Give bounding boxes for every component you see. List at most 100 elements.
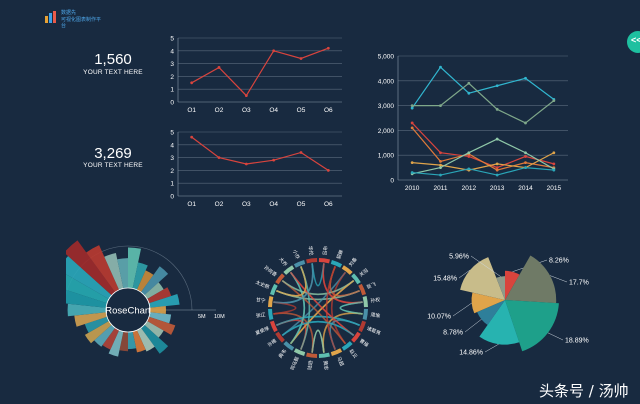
pie-slice xyxy=(505,270,520,300)
chord-label: 刘备 xyxy=(347,256,359,268)
data-point xyxy=(217,66,221,69)
rose-petal xyxy=(148,294,180,308)
data-point xyxy=(326,169,330,172)
x-tick-label: Q1 xyxy=(187,201,196,206)
chord-group-arc xyxy=(358,283,367,296)
rose-petal xyxy=(147,287,172,304)
rose-petal xyxy=(102,327,120,350)
data-point xyxy=(495,168,499,172)
kpi-label-2: YOUR TEXT HERE xyxy=(83,162,143,169)
kpi-label-1: YOUR TEXT HERE xyxy=(83,69,143,76)
chord-group-arc xyxy=(351,331,361,343)
pie-label: 15.48% xyxy=(433,276,457,283)
rose-title: RoseChart xyxy=(105,306,151,317)
y-tick-label: 5 xyxy=(170,36,174,43)
data-point xyxy=(495,107,499,111)
pie-leader-line xyxy=(484,343,499,353)
chord-label: 黄忠 xyxy=(322,360,330,371)
x-tick-label: Q1 xyxy=(187,107,196,112)
rose-petal xyxy=(74,312,108,327)
x-tick-label: 2012 xyxy=(462,185,477,192)
series-line xyxy=(191,136,329,171)
y-tick-label: 4,000 xyxy=(378,78,395,85)
rose-petal xyxy=(140,324,169,354)
chord-label: 吕布 xyxy=(321,245,329,256)
data-point xyxy=(552,99,556,103)
logo-line2: 可视化图表制作平台 xyxy=(61,17,102,29)
data-point xyxy=(467,151,471,155)
nightingale-pie-chart: 8.26% 17.7% 18.89% 14.86% 8.78% 10.07% 15.48% 5… xyxy=(427,254,589,357)
chord-group-arc xyxy=(351,273,361,285)
data-point xyxy=(495,166,499,169)
series-line xyxy=(412,152,555,171)
data-point xyxy=(495,173,499,177)
rose-petal xyxy=(117,258,128,289)
y-tick-label: 2 xyxy=(170,168,174,175)
data-point xyxy=(524,166,527,169)
chord-group-arc xyxy=(362,296,368,308)
data-point xyxy=(217,156,221,159)
pie-label: 5.96% xyxy=(449,254,469,261)
chord-label: 甘宁 xyxy=(256,296,267,304)
pie-leader-line xyxy=(458,269,471,279)
x-tick-label: Q4 xyxy=(269,201,278,206)
chord-group-arc xyxy=(306,258,318,264)
pie-label: 8.26% xyxy=(549,258,569,265)
chord-group-arc xyxy=(318,258,330,264)
pie-slice xyxy=(505,255,557,304)
y-tick-label: 4 xyxy=(170,48,174,55)
rose-petal xyxy=(144,282,164,299)
pie-slice xyxy=(477,300,505,325)
data-point xyxy=(467,81,471,85)
data-point xyxy=(439,173,442,177)
data-point xyxy=(439,160,442,163)
chord-label: 大乔 xyxy=(277,256,289,268)
collapse-panel-button[interactable]: << xyxy=(627,31,640,53)
data-point xyxy=(495,84,499,88)
data-point xyxy=(326,46,330,50)
data-point xyxy=(524,76,527,80)
rose-chart: RoseChart 5M 10M xyxy=(66,240,225,357)
chord-label: 孙尚香 xyxy=(263,264,279,278)
kpi-value-2: 3,269 xyxy=(94,145,132,162)
data-point xyxy=(524,155,527,158)
x-tick-label: 2015 xyxy=(547,185,562,192)
series-line xyxy=(412,82,555,124)
series-line xyxy=(191,47,329,97)
data-point xyxy=(439,163,442,167)
rose-petal xyxy=(147,316,176,335)
chord-ribbon xyxy=(325,266,336,350)
data-point xyxy=(190,135,194,139)
y-tick-label: 2 xyxy=(170,74,174,81)
pie-slice xyxy=(460,257,505,300)
data-point xyxy=(439,151,442,155)
rose-petal xyxy=(84,316,109,333)
x-tick-label: Q3 xyxy=(242,201,251,206)
rose-petal xyxy=(149,306,167,314)
x-tick-label: 2013 xyxy=(490,185,505,192)
data-point xyxy=(467,167,471,171)
chord-label: 周瑜 xyxy=(370,311,381,319)
chord-ribbon xyxy=(281,279,355,296)
data-point xyxy=(467,155,471,158)
pie-slice xyxy=(479,300,520,345)
quarterly-line-chart-2: 0 1 2 3 4 5 Q1 Q2 Q3 Q4 Q5 Q6 xyxy=(170,130,342,206)
chord-group-arc xyxy=(268,308,274,320)
chord-ribbon xyxy=(289,271,306,345)
data-point xyxy=(244,162,248,166)
chord-label: 夏侯惇 xyxy=(254,325,270,337)
x-tick-label: 2011 xyxy=(434,185,448,192)
y-tick-label: 1 xyxy=(170,87,174,94)
rose-petal xyxy=(108,330,124,357)
kpi-value-1: 1,560 xyxy=(94,51,132,68)
x-tick-label: Q5 xyxy=(297,107,306,112)
chord-group-arc xyxy=(330,259,343,268)
chord-label: 貂蝉 xyxy=(335,249,345,261)
pie-slice xyxy=(496,276,505,300)
chord-label: 关羽 xyxy=(358,267,370,279)
chord-label: 典韦 xyxy=(277,348,289,360)
rose-petal xyxy=(144,321,164,338)
data-point xyxy=(272,158,276,162)
data-point xyxy=(495,137,499,141)
rose-petal xyxy=(132,262,148,290)
